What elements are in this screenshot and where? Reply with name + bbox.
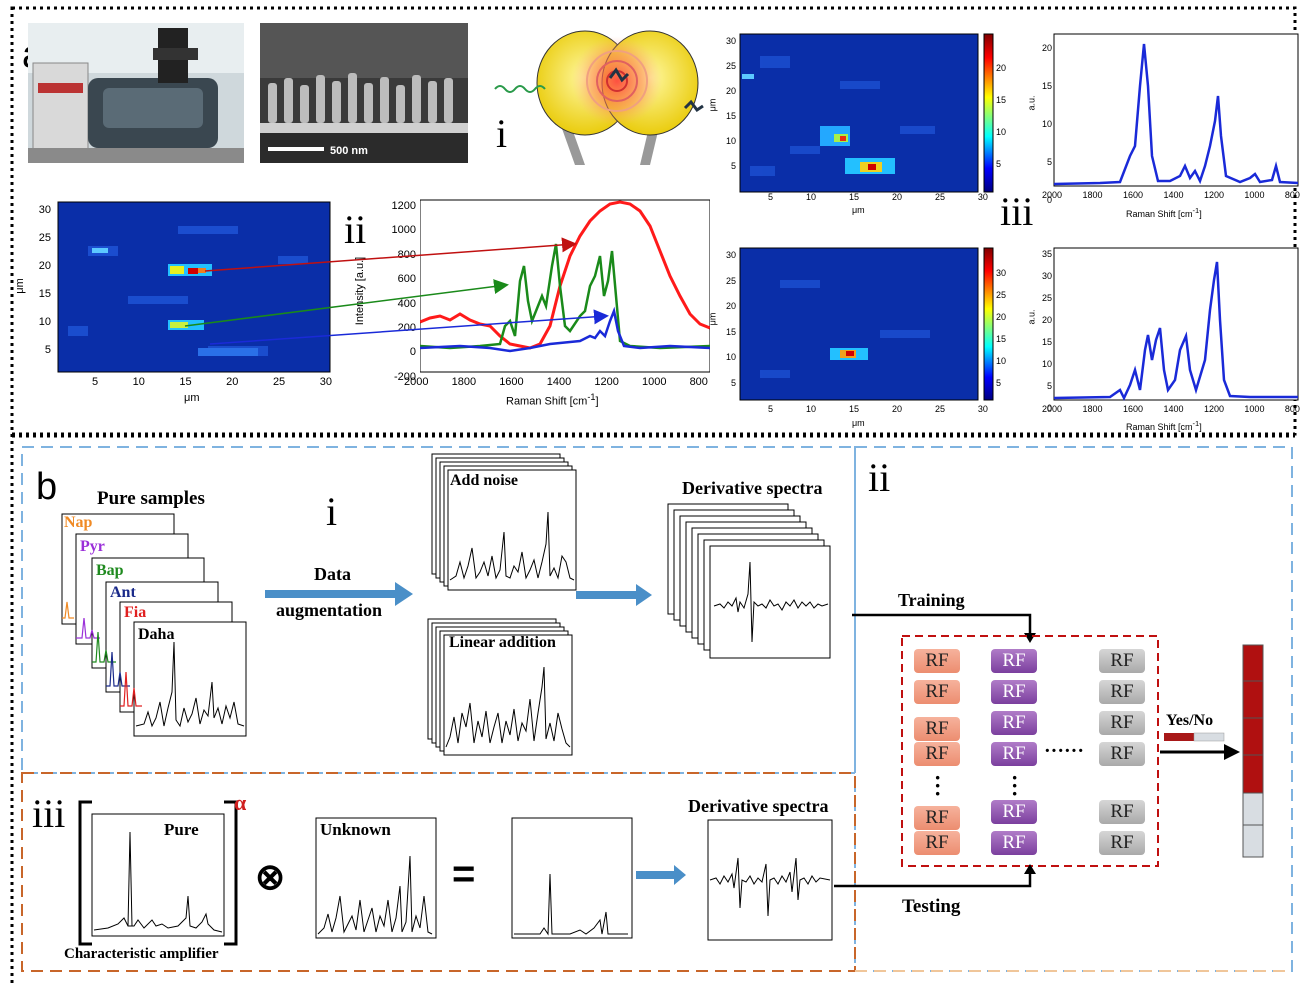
- to-derivative-arrow: [576, 584, 652, 606]
- panel-b-iii-label: iii: [32, 791, 66, 836]
- map1-cbar-ticks: 20 15 10 5: [996, 63, 1007, 169]
- rf-tree: RF: [914, 831, 960, 855]
- add-noise-label: Add noise: [450, 472, 519, 489]
- sample-ant: Ant: [110, 584, 136, 601]
- output-probability-bar: [1242, 644, 1264, 858]
- spec3-bottom-ylabel: a.u.: [1026, 309, 1037, 325]
- pure-samples-label: Pure samples: [97, 488, 205, 509]
- panel-a-i-label: i: [496, 111, 508, 156]
- map-ii-yticks: 30 25 20 15 10 5: [38, 204, 51, 356]
- spec3-bottom-xticks: 2000 1800 1600 1400 1200 1000 800: [1042, 404, 1300, 414]
- spec-ii-xlabel: Raman Shift [cm-1]: [506, 392, 599, 408]
- spectrum-iii-top: [1053, 33, 1299, 187]
- rf-tree: RF: [991, 831, 1037, 855]
- rf-tree: RF: [1099, 742, 1145, 766]
- sample-pyr: Pyr: [80, 538, 105, 555]
- augmentation-arrow: [265, 582, 413, 606]
- equals-sign: =: [452, 852, 476, 896]
- panel-b-ii-label: ii: [868, 455, 891, 500]
- rf-tree: RF: [914, 649, 960, 673]
- spectrum-iii-bottom: [1053, 247, 1299, 401]
- map2-xticks: 5 10 15 20 25 30: [768, 404, 988, 414]
- map-to-spectrum-arrows: [184, 237, 609, 345]
- sem-scale-label: 500 nm: [330, 145, 368, 157]
- characteristic-amplifier-label: Characteristic amplifier: [64, 946, 219, 962]
- pure-sample-stack: [61, 513, 247, 737]
- vertical-ellipsis: · · ·: [1011, 765, 1019, 806]
- unknown-spectrum: [315, 817, 437, 939]
- spec3-top-xticks: 2000 1800 1600 1400 1200 1000 800: [1042, 190, 1300, 200]
- rf-tree: RF: [914, 717, 960, 741]
- rf-tree: RF: [1099, 680, 1145, 704]
- map1-xlabel: μm: [852, 205, 865, 215]
- rf-tree: RF: [991, 680, 1037, 704]
- spec3-bottom-xlabel: Raman Shift [cm-1]: [1126, 419, 1202, 432]
- vertical-ellipsis: · · ·: [934, 765, 942, 806]
- sample-nap: Nap: [64, 514, 93, 531]
- sample-fia: Fia: [124, 604, 147, 621]
- derivative-spectra-top-label: Derivative spectra: [682, 478, 823, 498]
- linear-addition-stack: [427, 618, 573, 756]
- map1-yticks: 30 25 20 15 10 5: [725, 36, 736, 171]
- sample-daha: Daha: [138, 626, 175, 643]
- otimes-icon: ⊗: [255, 857, 286, 897]
- raman-instrument-photo: [28, 23, 244, 163]
- derivative-spectrum-test: [707, 819, 833, 941]
- raman-map-ii: [57, 201, 331, 373]
- derivative-spectra-bottom-label: Derivative spectra: [688, 796, 829, 816]
- map2-yticks: 30 25 20 15 10 5: [725, 250, 736, 388]
- map2-cbar-ticks: 30 25 20 15 10 5: [996, 268, 1007, 388]
- raman-map-iii-bottom: [739, 247, 994, 401]
- linear-addition-label: Linear addition: [449, 634, 556, 651]
- rf-tree: RF: [991, 711, 1037, 735]
- panel-b-i-label: i: [326, 489, 338, 534]
- yes-no-label: Yes/No: [1166, 712, 1214, 729]
- nanoparticle-dimer-schematic: [494, 30, 704, 165]
- rf-tree: RF: [1099, 800, 1145, 824]
- pure-label: Pure: [164, 820, 199, 839]
- to-derivative-iii-arrow: [636, 865, 686, 885]
- spectrum-ii: [420, 199, 710, 373]
- map-ii-xticks: 5 10 15 20 25 30: [92, 376, 332, 388]
- data-label: Data: [314, 564, 351, 584]
- augmentation-label: augmentation: [276, 600, 383, 620]
- alpha-label: α: [234, 790, 247, 815]
- rf-tree: RF: [914, 742, 960, 766]
- add-noise-stack: [431, 453, 577, 591]
- spec3-bottom-yticks: 35 30 25 20 15 10 5 0: [1041, 249, 1052, 413]
- derivative-spectra-stack: [667, 503, 831, 659]
- characteristic-amplifier-brackets: [78, 800, 238, 946]
- rf-tree: RF: [914, 806, 960, 830]
- rf-tree: RF: [1099, 711, 1145, 735]
- testing-label: Testing: [902, 896, 961, 917]
- spec3-top-xlabel: Raman Shift [cm-1]: [1126, 206, 1202, 219]
- panel-b-letter: b: [36, 466, 58, 508]
- panel-a-iii-label: iii: [1000, 189, 1034, 234]
- rf-tree: RF: [991, 649, 1037, 673]
- training-label: Training: [898, 590, 965, 610]
- rf-tree: RF: [1099, 649, 1145, 673]
- rf-tree: RF: [991, 742, 1037, 766]
- sample-bap: Bap: [96, 562, 124, 579]
- testing-arrow: [834, 864, 1036, 888]
- amplified-spectrum: [511, 817, 633, 939]
- map2-ylabel: μm: [707, 312, 718, 326]
- horizontal-ellipsis: ······: [1044, 740, 1085, 762]
- map-ii-xlabel: μm: [184, 392, 200, 404]
- map2-xlabel: μm: [852, 418, 865, 428]
- unknown-label: Unknown: [320, 820, 391, 839]
- yes-no-arrow: [1160, 732, 1240, 760]
- spec-ii-yticks: 1200 1000 800 600 400 200 0 -200: [391, 200, 416, 383]
- rf-tree: RF: [914, 680, 960, 704]
- rf-tree: RF: [991, 800, 1037, 824]
- rf-tree: RF: [1099, 831, 1145, 855]
- raman-map-iii-top: [739, 33, 994, 193]
- spec-ii-xticks: 2000 1800 1600 1400 1200 1000 800: [404, 376, 708, 388]
- sem-image: 500 nm: [260, 23, 468, 163]
- spec3-top-yticks: 20 15 10 5 0: [1041, 43, 1052, 205]
- map1-xticks: 5 10 15 20 25 30: [768, 192, 988, 202]
- panel-a-ii-label: ii: [344, 207, 367, 252]
